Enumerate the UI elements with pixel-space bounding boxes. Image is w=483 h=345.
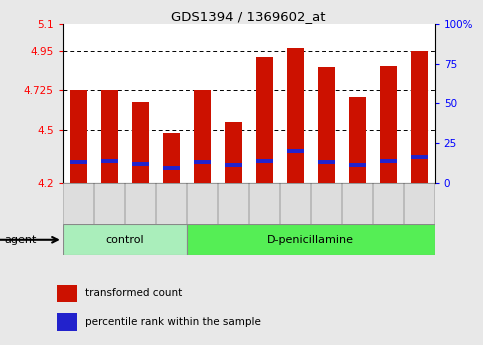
- Bar: [101, 159, 118, 162]
- Bar: [132, 162, 149, 166]
- Bar: [380, 159, 397, 162]
- Text: percentile rank within the sample: percentile rank within the sample: [85, 317, 261, 327]
- Text: transformed count: transformed count: [85, 288, 183, 298]
- Bar: [194, 90, 211, 183]
- Bar: [318, 67, 335, 183]
- Bar: [256, 159, 273, 162]
- Bar: [349, 163, 366, 167]
- Bar: [411, 51, 428, 183]
- Text: D-penicillamine: D-penicillamine: [267, 235, 354, 245]
- Bar: [70, 160, 87, 164]
- Bar: [373, 183, 403, 224]
- Bar: [163, 134, 180, 183]
- Bar: [163, 166, 180, 170]
- Bar: [249, 183, 280, 224]
- Bar: [94, 183, 125, 224]
- Bar: [287, 149, 304, 153]
- Bar: [280, 183, 311, 224]
- Bar: [132, 102, 149, 183]
- Bar: [101, 90, 118, 183]
- Bar: [380, 67, 397, 183]
- Text: control: control: [105, 235, 144, 245]
- Bar: [256, 57, 273, 183]
- Bar: [63, 183, 94, 224]
- Bar: [225, 163, 242, 167]
- Bar: [349, 97, 366, 183]
- Bar: [342, 183, 372, 224]
- Bar: [57, 313, 77, 331]
- Bar: [57, 285, 77, 302]
- Bar: [156, 183, 186, 224]
- Bar: [404, 183, 434, 224]
- Bar: [194, 160, 211, 164]
- Text: agent: agent: [5, 235, 37, 245]
- Bar: [125, 183, 156, 224]
- Bar: [311, 183, 341, 224]
- Bar: [411, 155, 428, 159]
- Bar: [318, 160, 335, 164]
- Bar: [225, 122, 242, 183]
- Title: GDS1394 / 1369602_at: GDS1394 / 1369602_at: [171, 10, 326, 23]
- Bar: [287, 48, 304, 183]
- Bar: [187, 183, 217, 224]
- Bar: [218, 183, 248, 224]
- Bar: [187, 224, 435, 255]
- Bar: [63, 224, 187, 255]
- Bar: [70, 90, 87, 183]
